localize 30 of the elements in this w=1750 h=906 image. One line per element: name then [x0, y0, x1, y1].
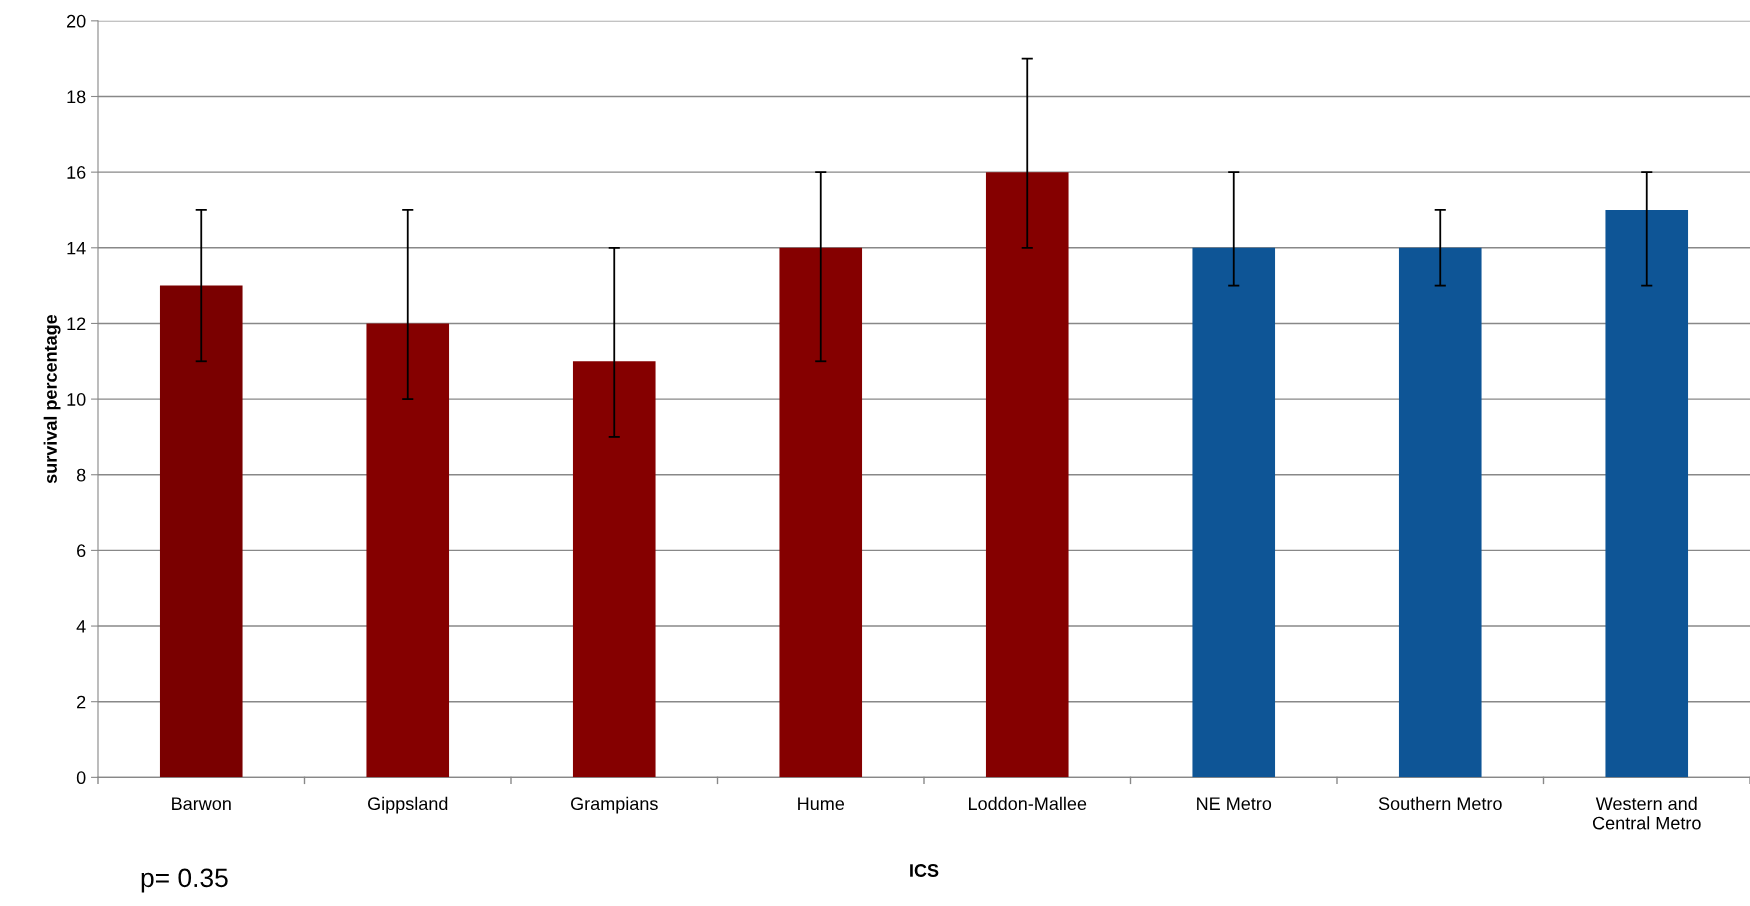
- text: p= 0.35: [141, 868, 228, 893]
- x-axis-title: ICS: [910, 864, 939, 877]
- bar: [1605, 209, 1689, 778]
- y-tick-label: 14: [67, 241, 86, 255]
- x-tick-label: Hume: [798, 797, 845, 811]
- y-tick-label: 10: [67, 393, 86, 406]
- bar: [779, 247, 863, 778]
- y-tick-label: 4: [76, 620, 86, 633]
- x-tick-label: Grampians: [571, 796, 658, 814]
- bar: [985, 172, 1069, 778]
- x-tick-label: Barwon: [172, 797, 231, 811]
- x-tick-label: Gippsland: [368, 796, 448, 814]
- y-tick-label: 6: [77, 544, 86, 558]
- y-tick-label: 16: [67, 166, 86, 179]
- x-tick-label: NE Metro: [1197, 797, 1272, 811]
- bar: [1192, 247, 1276, 778]
- bar: [159, 285, 243, 778]
- bar: [1398, 247, 1482, 778]
- y-tick-label: 8: [76, 468, 86, 482]
- x-tick-label: Southern Metro: [1378, 796, 1502, 811]
- y-tick-label: 18: [67, 90, 86, 104]
- y-tick-label: 12: [67, 317, 86, 330]
- y-tick-label: 20: [67, 14, 86, 28]
- bar: [572, 361, 656, 778]
- y-tick-label: 2: [77, 695, 86, 709]
- y-tick-label: 0: [76, 771, 86, 785]
- y-axis-title: survival percentage: [43, 314, 61, 484]
- x-tick-label: Loddon-Mallee: [969, 796, 1087, 811]
- x-tick-label: Western and Central Metro: [1592, 796, 1701, 830]
- bar: [366, 323, 450, 778]
